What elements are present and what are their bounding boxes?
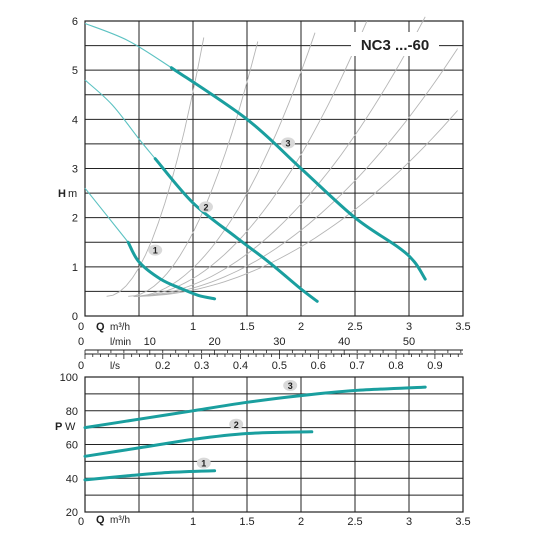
curve-badge-label: 1: [153, 246, 158, 256]
x-tick-label: 0: [78, 516, 84, 528]
head-curve-3: [169, 66, 427, 281]
curve-badge-label: 2: [203, 202, 208, 212]
head-curve-thin-3: [84, 22, 172, 69]
head-axis-label: H: [58, 188, 66, 200]
curve-badge-label: 3: [286, 138, 291, 148]
secondary-axis-label: 0.4: [233, 360, 248, 372]
head-curve-thin-1: [84, 187, 129, 243]
curve-badge-label: 3: [288, 381, 293, 391]
head-curve-2: [153, 157, 319, 303]
power-y-tick-labels: 20 40 60 80 100: [60, 372, 78, 519]
system-curve: [133, 48, 458, 297]
x-tick-label: 2.5: [347, 321, 362, 333]
secondary-axis-label: 30: [273, 336, 285, 348]
flow-axis-label: Q: [96, 321, 105, 333]
x-tick-label: 1.5: [239, 321, 254, 333]
lmin-axis-unit: l/min: [110, 337, 131, 348]
plot-frame: [84, 20, 464, 317]
curve-badge-label: 2: [234, 420, 239, 430]
flow-x-tick-labels: 0 1 1.5 2 2.5 3 3.5: [78, 321, 471, 333]
x-tick-label: 2.5: [347, 516, 362, 528]
head-curve-series: [84, 22, 427, 303]
head-curve-thin-2: [84, 79, 156, 160]
secondary-axis-label: 0.6: [311, 360, 326, 372]
y-tick-label: 4: [72, 114, 78, 126]
head-curve-chart: 1 2 3 NC3 ...-60 0 1 2 3 4 5 6 0 1 1.5 2 2.5 3 3.5 H m…: [58, 16, 471, 372]
secondary-axis-label: 0.2: [155, 360, 170, 372]
secondary-axis-label: 10: [144, 336, 156, 348]
x-tick-label: 3: [406, 516, 412, 528]
secondary-axis-label: 0.9: [427, 360, 442, 372]
secondary-axis-label: 0: [78, 360, 84, 372]
power-flow-axis-unit: m³/h: [110, 515, 130, 526]
y-tick-label: 3: [72, 164, 78, 176]
system-curve: [106, 37, 205, 297]
power-curve-chart: 1 2 3 20 40 60 80 100 0 1 1.5 2 2.5 3 3.5 P W Q m³/h: [55, 372, 471, 528]
y-tick-label: 40: [66, 473, 78, 485]
curve-badge: [196, 457, 211, 469]
power-curve-series: [83, 385, 427, 482]
x-tick-label: 2: [298, 516, 304, 528]
y-tick-label: 6: [72, 16, 78, 28]
ls-axis: 0 0.2 0.3 0.4 0.5 0.6 0.7 0.8 0.9: [78, 353, 463, 372]
x-tick-label: 2: [298, 321, 304, 333]
x-tick-label: 0: [78, 321, 84, 333]
power-axis-label: P: [55, 421, 62, 433]
system-curve: [128, 41, 259, 297]
curve-badge-label: 1: [201, 459, 206, 469]
system-curve: [133, 20, 368, 297]
power-chart-grid: [84, 376, 464, 513]
power-x-tick-labels: 0 1 1.5 2 2.5 3 3.5: [78, 516, 471, 528]
power-flow-axis-label: Q: [96, 514, 105, 526]
x-tick-label: 3: [406, 321, 412, 333]
power-curve-2: [83, 430, 314, 458]
secondary-axis-label: 0.8: [388, 360, 403, 372]
chart-title: NC3 ...-60: [361, 37, 429, 54]
y-tick-label: 80: [66, 406, 78, 418]
secondary-axis-label: 0.7: [350, 360, 365, 372]
secondary-axis-label: 40: [338, 336, 350, 348]
secondary-axis-label: 0.5: [272, 360, 287, 372]
plot-frame: [84, 376, 464, 513]
secondary-axis-label: 0.3: [194, 360, 209, 372]
head-curve-badges: 1 2 3: [148, 137, 296, 256]
x-tick-label: 3.5: [455, 516, 470, 528]
system-curve: [133, 32, 316, 297]
y-tick-label: 1: [72, 262, 78, 274]
curve-badge: [283, 379, 298, 391]
power-curve-badges: 1 2 3: [196, 379, 298, 469]
y-tick-label: 60: [66, 440, 78, 452]
power-axis-unit: W: [65, 421, 76, 433]
curve-badge: [229, 418, 244, 430]
head-chart-grid: [84, 20, 464, 317]
y-tick-label: 2: [72, 213, 78, 225]
power-curve-1: [83, 469, 217, 482]
y-tick-label: 100: [60, 372, 78, 384]
power-curve-3: [83, 385, 427, 430]
system-curve: [133, 16, 426, 297]
head-curve-1: [126, 240, 217, 301]
y-tick-label: 20: [66, 507, 78, 519]
lmin-axis: 0 10 20 30 40 50: [78, 336, 463, 355]
head-axis-unit: m: [68, 188, 77, 200]
chart-title-box: [351, 32, 439, 56]
y-tick-label: 5: [72, 65, 78, 77]
x-tick-label: 3.5: [455, 321, 470, 333]
ls-axis-unit: l/s: [110, 361, 120, 372]
x-tick-label: 1: [190, 516, 196, 528]
x-tick-label: 1.5: [239, 516, 254, 528]
head-y-tick-labels: 0 1 2 3 4 5 6: [72, 16, 78, 323]
curve-badge: [148, 244, 163, 256]
curve-badge: [281, 137, 296, 149]
secondary-axis-label: 20: [208, 336, 220, 348]
curve-badge: [198, 201, 213, 213]
secondary-axis-label: 50: [403, 336, 415, 348]
y-tick-label: 0: [72, 311, 78, 323]
x-tick-label: 1: [190, 321, 196, 333]
flow-axis-unit: m³/h: [110, 322, 130, 333]
secondary-axis-label: 0: [78, 336, 84, 348]
